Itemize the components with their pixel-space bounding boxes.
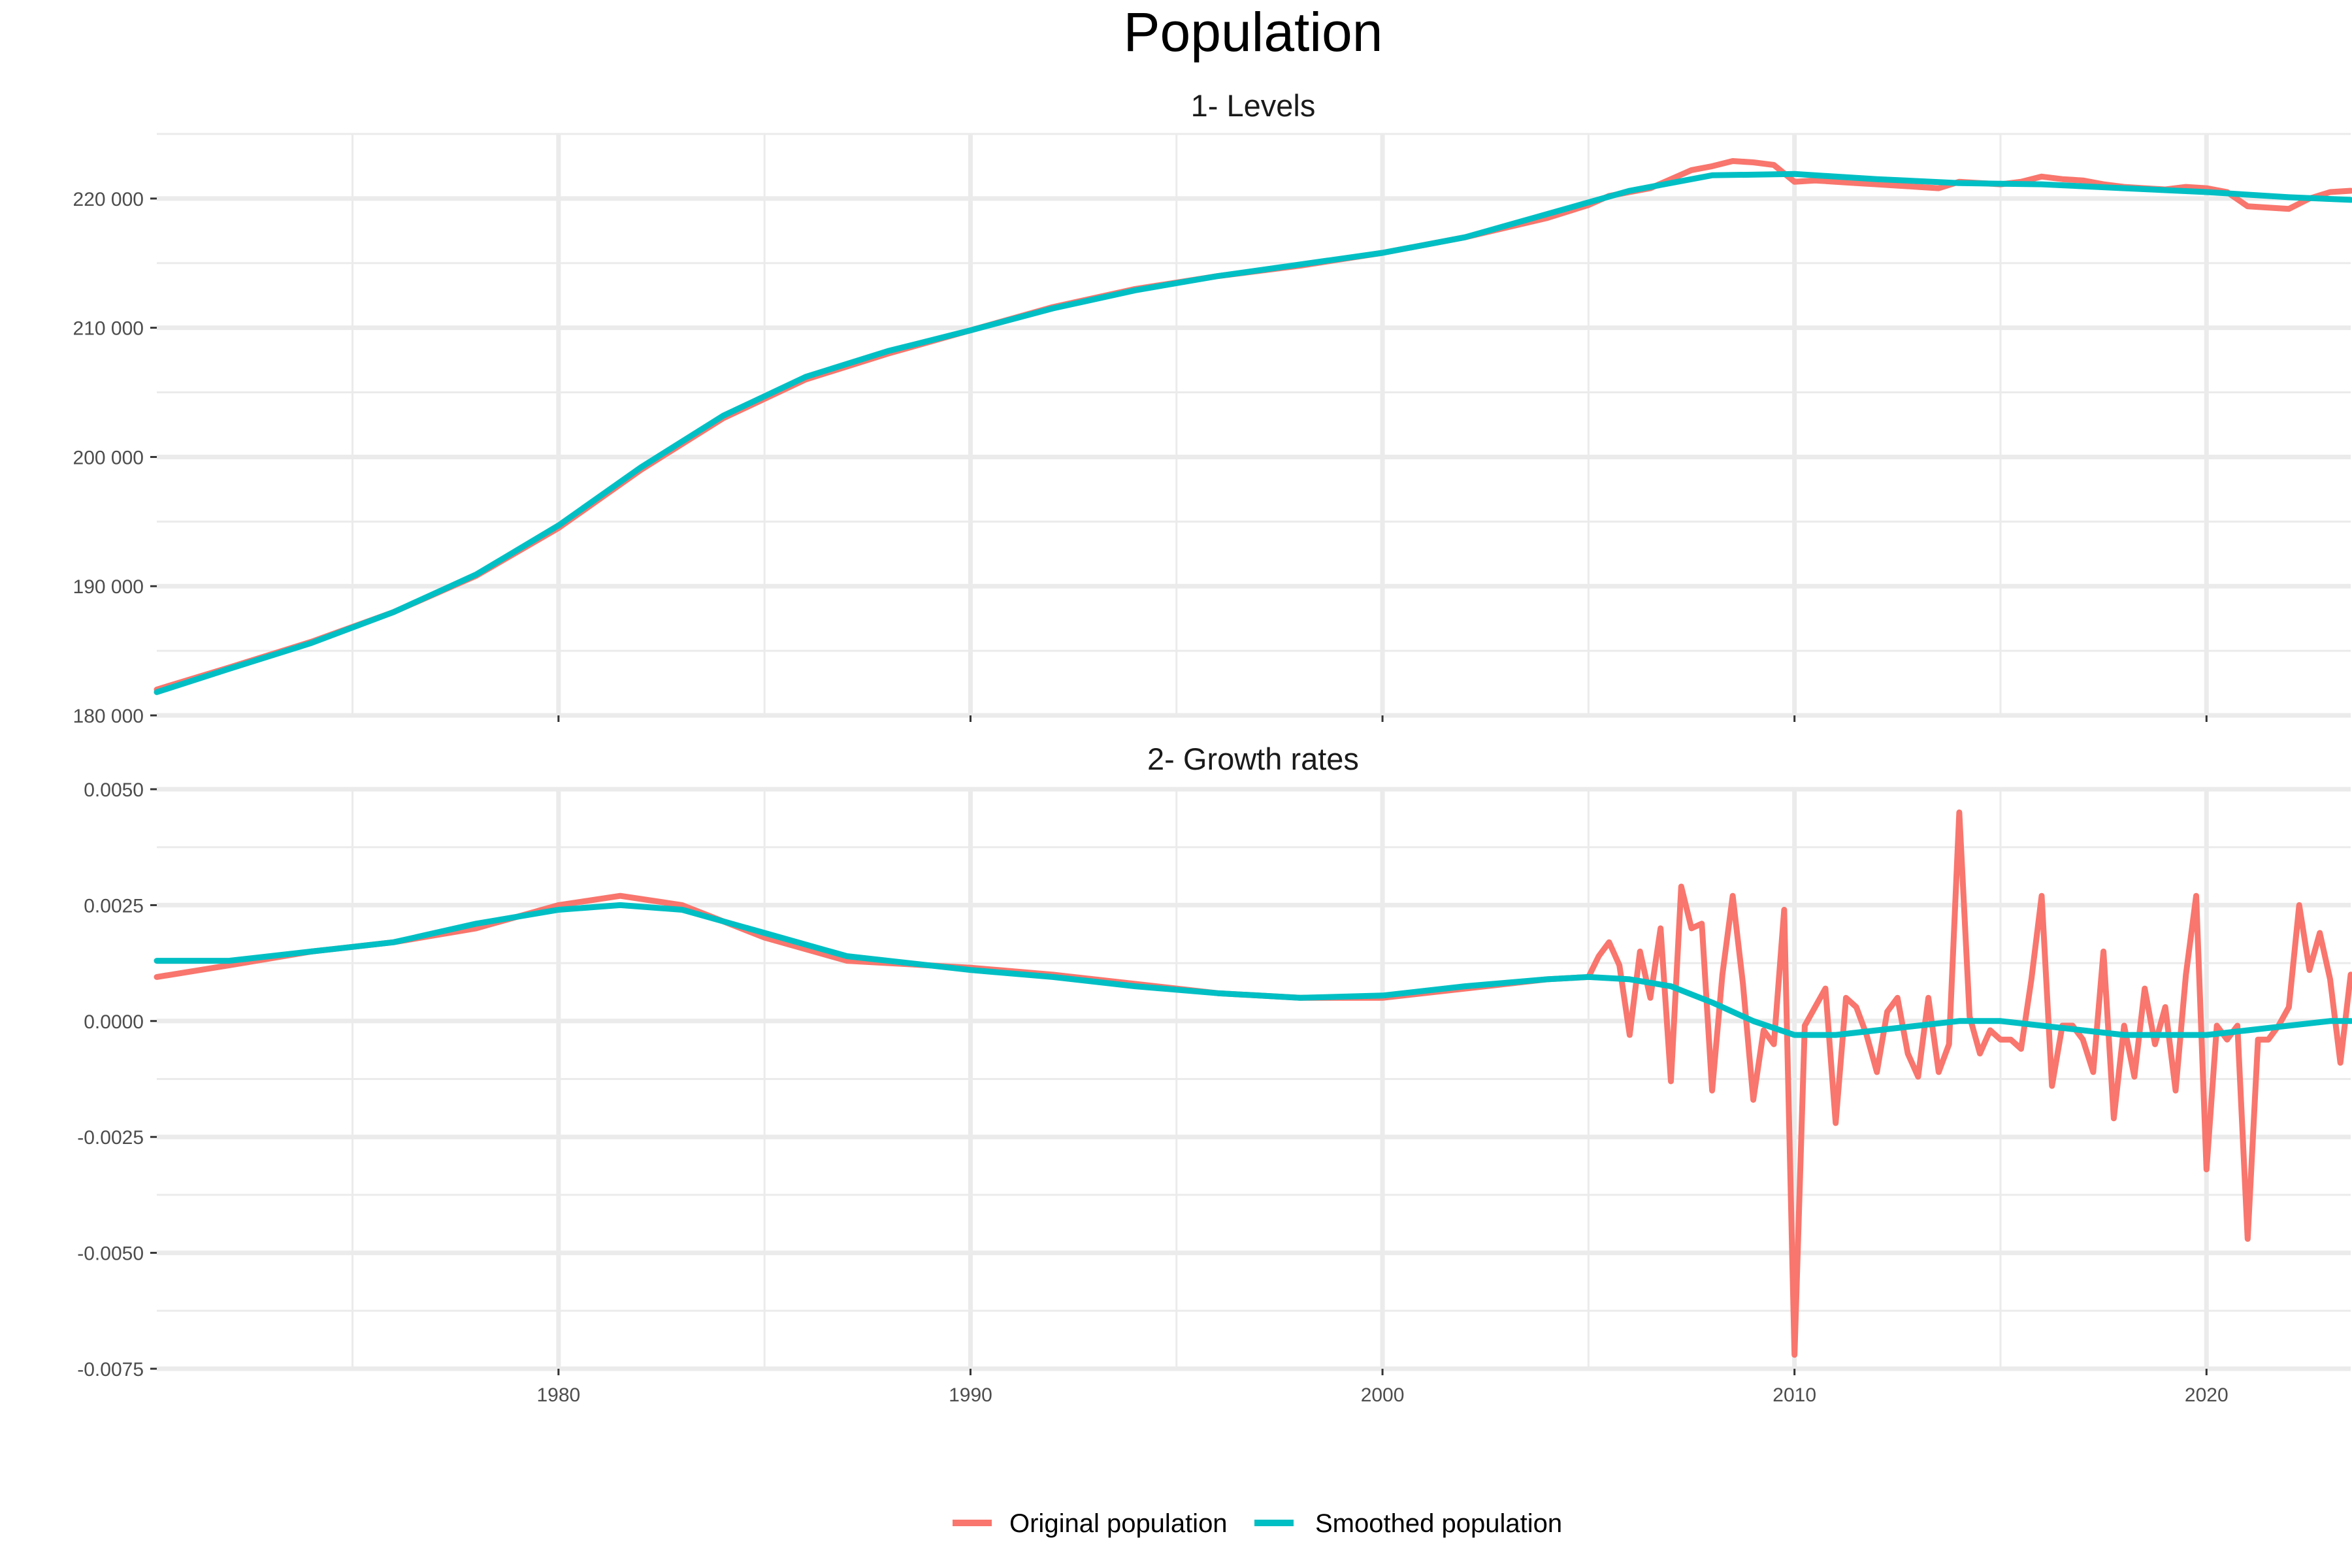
y-tick-label: 210 000 xyxy=(73,318,144,340)
y-tick-label: -0.0050 xyxy=(77,1243,144,1265)
legend: Original population Smoothed population xyxy=(953,1509,1562,1538)
legend-label-original: Original population xyxy=(1009,1509,1228,1538)
series-line-original xyxy=(154,158,2352,693)
panel-growth-rates: -0.0075 -0.0050 -0.0025 0.0000 0.0025 0.0050 xyxy=(77,779,2352,1380)
series-line-smoothed xyxy=(154,902,2352,1038)
y-tick-label: -0.0075 xyxy=(77,1359,144,1380)
y-tick-label: 0.0025 xyxy=(84,895,144,917)
x-axis: 1980 1990 2000 2010 2020 xyxy=(536,715,2229,1406)
series-line-smoothed xyxy=(154,171,2352,695)
y-tick-label: 200 000 xyxy=(73,447,144,468)
x-tick-label: 2000 xyxy=(1361,1384,1405,1406)
panel-levels: 180 000 190 000 200 000 210 000 220 000 xyxy=(73,133,2352,727)
panel-title-levels: 1- Levels xyxy=(1191,88,1316,123)
x-tick-label: 2020 xyxy=(2185,1384,2229,1406)
y-tick-label: 0.0000 xyxy=(84,1011,144,1033)
y-tick-label: -0.0025 xyxy=(77,1127,144,1149)
x-tick-label: 2010 xyxy=(1772,1384,1816,1406)
chart-title: Population xyxy=(1124,1,1383,63)
y-tick-label: 180 000 xyxy=(73,706,144,727)
x-tick-label: 1980 xyxy=(536,1384,580,1406)
y-tick-label: 190 000 xyxy=(73,576,144,598)
y-tick-label: 220 000 xyxy=(73,189,144,210)
panel-title-growth: 2- Growth rates xyxy=(1147,742,1359,776)
y-tick-label: 0.0050 xyxy=(84,779,144,801)
series-line-original xyxy=(154,809,2352,1358)
x-tick-label: 1990 xyxy=(949,1384,992,1406)
legend-label-smoothed: Smoothed population xyxy=(1315,1509,1562,1538)
